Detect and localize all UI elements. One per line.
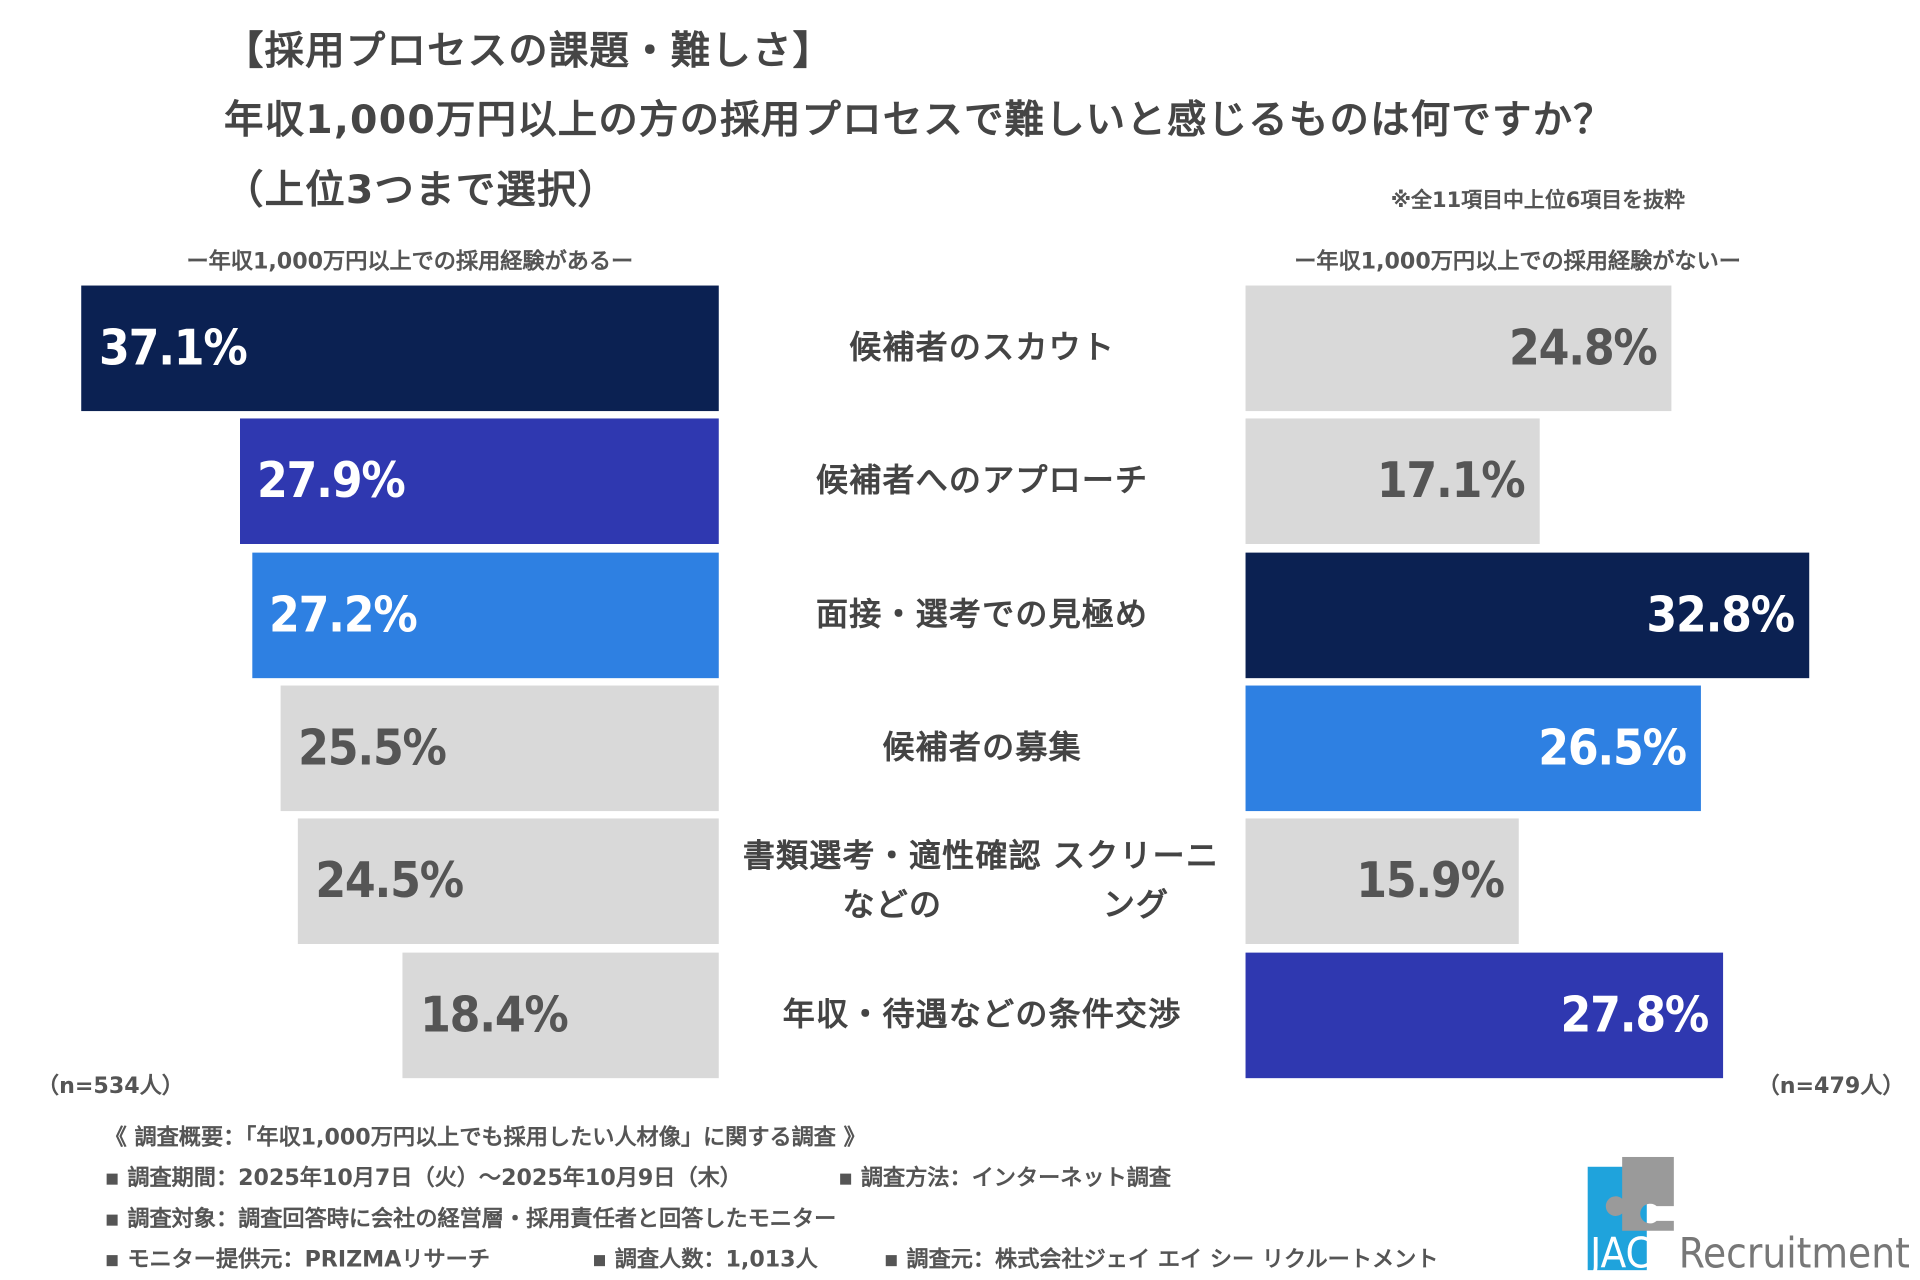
excerpt-note: ※全11項目中上位6項目を抜粋 [1390, 188, 1685, 213]
data-label: 37.1% [99, 320, 248, 377]
category-label-line: 面接・選考での見極め [815, 596, 1149, 634]
survey-source: ▪ 調査元：株式会社ジェイ エイ シー リクルートメント [883, 1246, 1439, 1273]
right-bar: 32.8% [1245, 552, 1809, 679]
left-series-heading: ー年収1,000万円以上での採用経験があるー [186, 248, 634, 275]
right-bar: 17.1% [1245, 418, 1540, 545]
left-bar: 25.5% [280, 685, 719, 812]
data-label: 27.9% [256, 452, 406, 510]
right-bar: 27.8% [1245, 952, 1723, 1079]
data-label: 32.8% [1646, 587, 1795, 644]
title-instruction: （上位3つまで選択） [224, 166, 619, 213]
left-bar: 37.1% [81, 285, 719, 412]
data-label: 27.8% [1560, 987, 1710, 1044]
jac-recruitment-logo: JAC Recruitment [1587, 1156, 1910, 1274]
category-label: 候補者のスカウト [738, 286, 1225, 412]
left-bar: 24.5% [298, 818, 719, 945]
data-label: 27.2% [268, 587, 418, 644]
puzzle-piece-icon [1605, 1156, 1674, 1231]
data-label: 15.9% [1356, 852, 1505, 910]
category-label-line: 年収・待遇などの条件交渉 [782, 996, 1182, 1034]
data-label: 17.1% [1376, 452, 1526, 510]
category-label-line: 候補者の募集 [882, 729, 1082, 767]
right-bar: 26.5% [1245, 685, 1701, 812]
title-question: 年収1,000万円以上の方の採用プロセスで難しいと感じるものは何ですか？ [224, 96, 1614, 143]
category-label-line: 候補者のスカウト [849, 329, 1116, 367]
category-label: 候補者へのアプローチ [738, 418, 1225, 544]
category-label: 候補者の募集 [738, 686, 1225, 812]
category-label-line: 候補者へのアプローチ [815, 462, 1149, 500]
data-label: 26.5% [1538, 720, 1687, 777]
category-label-line: 書類選考・適性確認などの [742, 837, 1042, 925]
logo-jac-text: JAC [1588, 1229, 1652, 1274]
survey-period: ▪ 調査期間：2025年10月7日（火）～2025年10月9日（木） [104, 1165, 742, 1192]
left-bar: 27.9% [239, 418, 719, 545]
left-bar: 27.2% [251, 552, 719, 679]
left-bar: 18.4% [402, 952, 719, 1079]
survey-target: ▪ 調査対象：調査回答時に会社の経営層・採用責任者と回答したモニター [104, 1206, 837, 1233]
data-label: 24.8% [1509, 320, 1658, 377]
survey-method: ▪ 調査方法：インターネット調査 [838, 1165, 1172, 1192]
data-label: 25.5% [298, 720, 447, 777]
right-bar: 24.8% [1245, 285, 1672, 412]
category-label: 年収・待遇などの条件交渉 [738, 953, 1225, 1079]
data-label: 18.4% [420, 987, 569, 1044]
right-series-heading: ー年収1,000万円以上での採用経験がないー [1294, 248, 1741, 275]
right-sample-size: （n=479人） [1757, 1073, 1905, 1100]
data-label: 24.5% [315, 852, 464, 910]
category-label: 書類選考・適性確認などの スクリーニング [738, 818, 1225, 944]
survey-heading: 《 調査概要：「年収1,000万円以上でも採用したい人材像」に関する調査 》 [104, 1124, 866, 1151]
survey-provider: ▪ モニター提供元：PRIZMAリサーチ [104, 1246, 490, 1273]
category-label: 面接・選考での見極め [738, 553, 1225, 679]
right-bar: 15.9% [1245, 818, 1519, 945]
title-category: 【採用プロセスの課題・難しさ】 [224, 27, 834, 74]
left-sample-size: （n=534人） [36, 1073, 184, 1100]
survey-count: ▪ 調査人数：1,013人 [592, 1246, 818, 1273]
logo-recruitment-text: Recruitment [1679, 1229, 1910, 1274]
category-label-line: スクリーニング [1052, 837, 1220, 925]
